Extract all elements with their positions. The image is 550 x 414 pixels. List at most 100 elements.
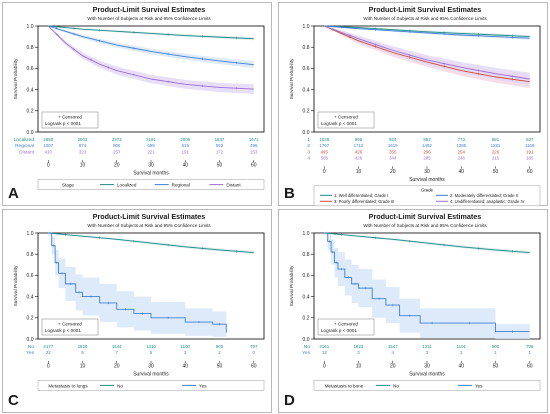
at-risk-value: 1310 <box>146 344 156 349</box>
at-risk-value: 246 <box>458 156 466 161</box>
x-axis-label: Survival months <box>409 177 445 183</box>
at-risk-value: 900 <box>216 344 224 349</box>
at-risk-value: 257 <box>113 149 121 154</box>
censor-mark <box>331 27 335 31</box>
confidence-band-2 <box>48 26 254 69</box>
plot-frame <box>313 232 541 340</box>
survival-curve-3 <box>47 25 254 90</box>
at-risk-value: 1281 <box>491 143 501 148</box>
at-risk-value: 1007 <box>43 143 53 148</box>
at-risk-row-label: Yes <box>26 350 34 356</box>
at-risk-row-label: Localized <box>14 137 35 143</box>
censor-mark <box>511 250 514 253</box>
x-tick-label: 60 <box>251 163 257 169</box>
at-risk-value: 191 <box>182 149 190 154</box>
at-risk-value: 900 <box>492 344 500 349</box>
chart-title: Product-Limit Survival Estimates <box>369 212 482 221</box>
censor-legend-box <box>317 318 375 336</box>
confidence-band-3 <box>48 26 254 94</box>
x-tick-label: 60 <box>251 363 257 369</box>
at-risk-value: 1823 <box>354 344 364 349</box>
censor-mark <box>60 272 64 275</box>
at-risk-value: 553 <box>216 143 224 148</box>
at-risk-value: 7 <box>116 350 119 355</box>
panel-letter: C <box>8 392 19 409</box>
at-risk-row-label: Yes <box>302 350 310 356</box>
y-tick-label: 0.4 <box>27 87 34 93</box>
at-risk-value: 426 <box>355 149 363 154</box>
censor-mark <box>166 243 170 247</box>
censor-mark <box>201 57 204 61</box>
censor-mark <box>166 33 170 36</box>
at-risk-value: 1544 <box>112 344 122 349</box>
censor-mark <box>55 261 59 264</box>
panel-letter: A <box>8 185 19 202</box>
at-risk-value: 1311 <box>422 344 432 349</box>
x-tick-label: 40 <box>458 169 464 175</box>
censor-mark <box>55 33 59 36</box>
logrank-label: Logrank p < 0001 <box>321 328 357 333</box>
survival-curve-1 <box>324 232 530 254</box>
censor-mark <box>201 247 204 250</box>
censor-mark <box>141 312 144 315</box>
at-risk-value: 0 <box>253 350 256 355</box>
legend-label: No <box>393 383 399 388</box>
censor-mark <box>72 48 76 51</box>
censor-mark <box>340 267 343 271</box>
at-risk-value: 1820 <box>78 344 88 349</box>
at-risk-value: 637 <box>526 137 534 142</box>
y-tick-label: 0.6 <box>27 273 34 279</box>
censor-mark <box>442 243 446 247</box>
censor-mark <box>377 297 381 300</box>
censor-mark <box>348 34 352 37</box>
chart-title: Product-Limit Survival Estimates <box>93 212 206 221</box>
x-axis-label: Survival months <box>133 171 169 177</box>
y-axis-label: Survival Probability <box>289 58 295 99</box>
censor-mark <box>511 75 514 78</box>
censor-mark <box>132 240 136 243</box>
chart-panel-C: Product-Limit Survival Estimates With Num… <box>2 209 272 413</box>
y-tick-label: 0.6 <box>27 66 34 72</box>
censor-mark <box>408 56 412 59</box>
censor-mark <box>468 321 472 325</box>
y-tick-label: 0.0 <box>303 337 310 343</box>
y-tick-label: 1.0 <box>303 231 310 237</box>
y-tick-label: 0.4 <box>303 294 310 300</box>
chart-panel-B: Product-Limit Survival Estimates With Num… <box>278 2 548 207</box>
x-tick-label: 30 <box>148 163 154 169</box>
censor-legend-box <box>41 318 99 336</box>
censor-mark <box>477 247 480 250</box>
legend-label: Regional <box>172 183 190 188</box>
chart-panel-A: Product-Limit Survival Estimates With Num… <box>2 2 272 206</box>
logrank-label: Logrank p < 0001 <box>321 121 357 126</box>
x-tick-label: 60 <box>527 363 533 369</box>
censor-mark <box>340 26 343 29</box>
y-tick-label: 1.0 <box>27 24 34 30</box>
at-risk-value: 3 <box>357 350 360 355</box>
censor-mark <box>132 73 136 76</box>
legend-title: Metastasis to lungs <box>48 383 88 388</box>
legend-title: Metastasis to bone <box>325 383 364 388</box>
censor-mark <box>364 286 367 290</box>
censor-mark <box>64 233 67 236</box>
censor-mark <box>477 34 480 38</box>
at-risk-value: 191 <box>526 149 534 154</box>
y-tick-label: 0.0 <box>27 337 34 343</box>
y-tick-label: 0.8 <box>303 45 310 51</box>
at-risk-value: 13 <box>322 350 327 355</box>
censor-mark <box>374 43 377 46</box>
x-tick-label: 0 <box>323 363 326 369</box>
censor-mark <box>197 320 201 324</box>
at-risk-row-label: Distant <box>19 149 35 155</box>
at-risk-value: 681 <box>492 137 500 142</box>
censor-mark <box>442 62 446 65</box>
legend-title: Grade <box>421 187 434 192</box>
censor-mark <box>72 27 76 30</box>
censor-mark <box>391 303 394 307</box>
x-tick-label: 10 <box>80 163 86 169</box>
panel-letter: B <box>284 185 295 202</box>
chart-subtitle: With Number of Subjects at Risk and 95% … <box>87 16 211 21</box>
x-tick-label: 30 <box>424 169 430 175</box>
at-risk-value: 995 <box>355 137 363 142</box>
at-risk-value: 496 <box>250 143 258 148</box>
